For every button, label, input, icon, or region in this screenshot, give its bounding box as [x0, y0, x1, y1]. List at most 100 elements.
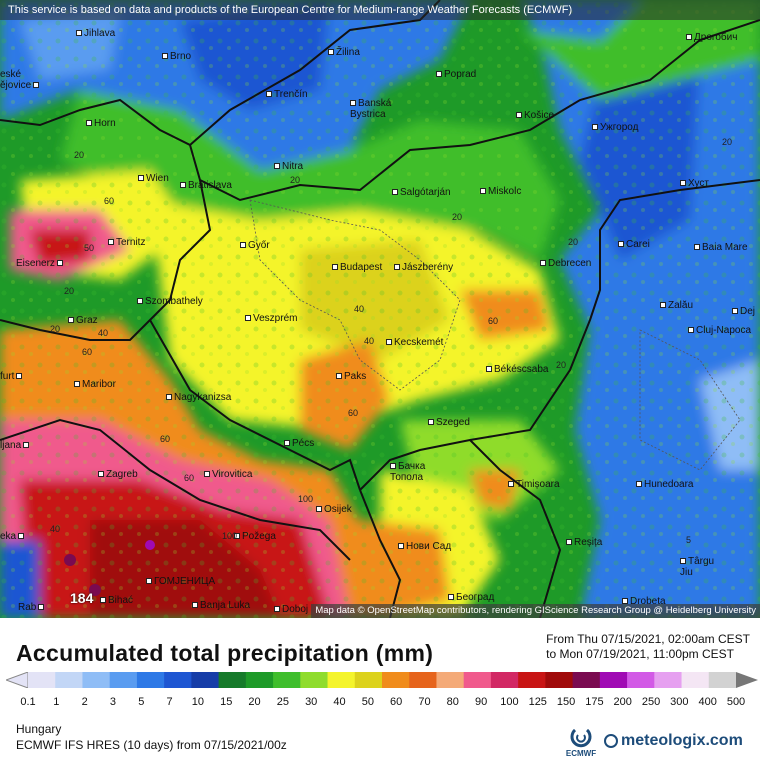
- city-ceske-budejovice: eské ějovice: [0, 69, 39, 91]
- city-bihac: Bihać: [100, 595, 133, 606]
- city-ternitz: Ternitz: [108, 237, 145, 248]
- scale-tick-label: 125: [528, 696, 547, 708]
- contour-label: 60: [104, 196, 115, 206]
- city-jaszbereny: Jászberény: [394, 262, 453, 273]
- city-virovitica: Virovitica: [204, 469, 252, 480]
- city-zagreb: Zagreb: [98, 469, 138, 480]
- contour-label: 20: [556, 360, 567, 370]
- color-scale-bar: [6, 672, 758, 688]
- scale-swatch: [245, 672, 274, 688]
- city-gyor: Győr: [240, 240, 270, 251]
- city-drobeta: Drobeta: [622, 596, 666, 607]
- scale-swatch: [382, 672, 410, 688]
- scale-tick-label: 1: [53, 696, 60, 708]
- scale-arrow-high: [736, 672, 758, 688]
- city-trencin: Trenčín: [266, 89, 308, 100]
- city-resita: Reșița: [566, 537, 602, 548]
- scale-tick-label: 175: [585, 696, 604, 708]
- ecmwf-notice: This service is based on data and produc…: [0, 0, 760, 20]
- color-scale-ticks: 0.1 1 2 3 5 7 10 15 20 25 30 40 50 60 70 80 90 100 125 150 1…: [0, 696, 760, 710]
- city-brno: Brno: [162, 51, 191, 62]
- city-bekescsaba: Békéscsaba: [486, 364, 548, 375]
- scale-tick-label: 400: [698, 696, 717, 708]
- city-furt: furt: [0, 371, 22, 382]
- contour-label: 20: [74, 150, 85, 160]
- city-hunedoara: Hunedoara: [636, 479, 693, 490]
- city-jihlava: Jihlava: [76, 28, 115, 39]
- map-attribution[interactable]: Map data © OpenStreetMap contributors, r…: [311, 604, 760, 618]
- contour-label: 60: [184, 473, 195, 483]
- frame-number: 184: [70, 590, 94, 606]
- scale-swatch: [164, 672, 192, 688]
- contour-label: 20: [64, 286, 75, 296]
- scale-tick-label: 5: [138, 696, 145, 708]
- scale-tick-label: 10: [191, 696, 205, 708]
- scale-tick-label: 80: [446, 696, 459, 708]
- city-beograd: Београд: [448, 592, 494, 603]
- city-nagykanizsa: Nagykanizsa: [166, 392, 231, 403]
- scale-arrow-low: [6, 672, 29, 688]
- ecmwf-logo: ECMWF: [566, 728, 596, 758]
- contour-label: 20: [722, 137, 733, 147]
- scale-tick-label: 90: [474, 696, 488, 708]
- scale-tick-label: 250: [641, 696, 661, 708]
- city-cluj-napoca: Cluj-Napoca: [688, 325, 751, 336]
- scale-tick-label: 500: [726, 696, 746, 708]
- city-miskolc: Miskolc: [480, 186, 521, 197]
- city-novi-sad: Нови Сад: [398, 541, 451, 552]
- scale-swatch: [28, 672, 56, 688]
- scale-swatch: [82, 672, 111, 688]
- meteologix-logo-icon: [604, 734, 618, 748]
- city-szombathely: Szombathely: [137, 296, 203, 307]
- ecmwf-logo-text: ECMWF: [566, 749, 596, 758]
- scale-tick-label: 15: [220, 696, 233, 708]
- scale-swatch: [191, 672, 220, 688]
- city-debrecen: Debrecen: [540, 258, 591, 269]
- city-graz: Graz: [68, 315, 98, 326]
- time-range-from: From Thu 07/15/2021, 02:00am CEST: [546, 632, 750, 646]
- scale-tick-label: 7: [166, 696, 173, 708]
- contour-label: 100: [222, 531, 238, 541]
- city-kecskemet: Kecskemét: [386, 337, 443, 348]
- time-range-to: to Mon 07/19/2021, 11:00pm CEST: [546, 647, 735, 661]
- scale-swatch: [273, 672, 301, 688]
- precipitation-map[interactable]: This service is based on data and produc…: [0, 0, 760, 618]
- contour-label: 60: [160, 434, 171, 444]
- scale-swatch: [136, 672, 165, 688]
- legend-panel: Accumulated total precipitation (mm) Fro…: [0, 618, 760, 760]
- scale-swatch: [463, 672, 492, 688]
- contour-label: 5: [686, 535, 692, 545]
- scale-tick-label: 100: [500, 696, 519, 708]
- scale-tick-label: 3: [109, 696, 117, 708]
- city-zalau: Zalău: [660, 300, 693, 311]
- meteologix-brand[interactable]: meteologix.com: [604, 732, 743, 750]
- city-drohobych: Дрогобич: [686, 32, 737, 43]
- contour-label: 20: [290, 175, 301, 185]
- city-maribor: Maribor: [74, 379, 116, 390]
- scale-tick-label: 20: [248, 696, 261, 708]
- contour-label: 100: [298, 494, 314, 504]
- city-poprad: Poprad: [436, 69, 476, 80]
- scale-swatch: [572, 672, 601, 688]
- city-banska-bystrica: Banská Bystrica: [350, 98, 392, 120]
- contour-label: 20: [568, 237, 579, 247]
- scale-swatch: [354, 672, 383, 688]
- scale-swatch: [109, 672, 138, 688]
- city-pecs: Pécs: [284, 438, 314, 449]
- scale-swatch: [681, 672, 710, 688]
- city-pozega: Požega: [234, 531, 276, 542]
- city-tirgu-jiu: Târgu Jiu: [680, 556, 715, 578]
- contour-label: 60: [82, 347, 93, 357]
- city-ljubljana: ljana: [0, 440, 29, 451]
- city-banja-luka: Banja Luka: [192, 600, 250, 611]
- city-khust: Хуст: [680, 178, 709, 189]
- city-doboj: Doboj: [274, 604, 308, 615]
- scale-swatch: [218, 672, 247, 688]
- contour-label: 40: [354, 304, 365, 314]
- scale-swatch: [654, 672, 683, 688]
- legend-title: Accumulated total precipitation (mm): [16, 640, 434, 666]
- contour-label: 40: [50, 524, 61, 534]
- scale-tick-label: 0.1: [20, 696, 36, 708]
- city-zilina: Žilina: [328, 47, 360, 58]
- contour-label: 50: [84, 243, 95, 253]
